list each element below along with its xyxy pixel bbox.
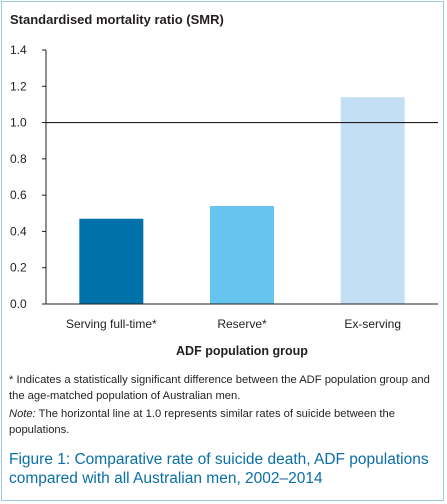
bar-3 xyxy=(340,97,405,305)
y-tick-label: 1.0 xyxy=(10,116,27,130)
x-tick-label: Ex-serving xyxy=(344,317,401,331)
bar-1 xyxy=(79,218,144,304)
y-tick-label: 0.2 xyxy=(10,261,27,275)
x-tick-label: Serving full-time* xyxy=(66,317,157,331)
note-text: The horizontal line at 1.0 represents si… xyxy=(9,408,395,436)
chart-title: Standardised mortality ratio (SMR) xyxy=(10,12,224,27)
note-label: Note: xyxy=(9,408,36,420)
y-tick-label: 1.4 xyxy=(10,43,27,57)
y-tick-label: 0.6 xyxy=(10,188,27,202)
figure-label: Figure 1: xyxy=(9,451,71,468)
figure-caption: Figure 1: Comparative rate of suicide de… xyxy=(9,450,439,488)
figure-notes: * Indicates a statistically significant … xyxy=(9,372,437,440)
y-tick-label: 1.2 xyxy=(10,79,27,93)
y-tick-label: 0.0 xyxy=(10,297,27,311)
x-axis-title: ADF population group xyxy=(176,344,308,358)
bar-2 xyxy=(210,206,274,304)
significance-note: * Indicates a statistically significant … xyxy=(9,374,430,402)
caption-text: Comparative rate of suicide death, ADF p… xyxy=(9,451,429,487)
y-tick-label: 0.8 xyxy=(10,152,27,166)
x-tick-label: Reserve* xyxy=(217,317,267,331)
reference-line-note: Note: The horizontal line at 1.0 represe… xyxy=(9,406,437,438)
y-tick-label: 0.4 xyxy=(10,224,27,238)
bar-chart: 0.0 0.2 0.4 0.6 0.8 1.0 1.2 1.4 Serving full-tim… xyxy=(10,43,438,358)
